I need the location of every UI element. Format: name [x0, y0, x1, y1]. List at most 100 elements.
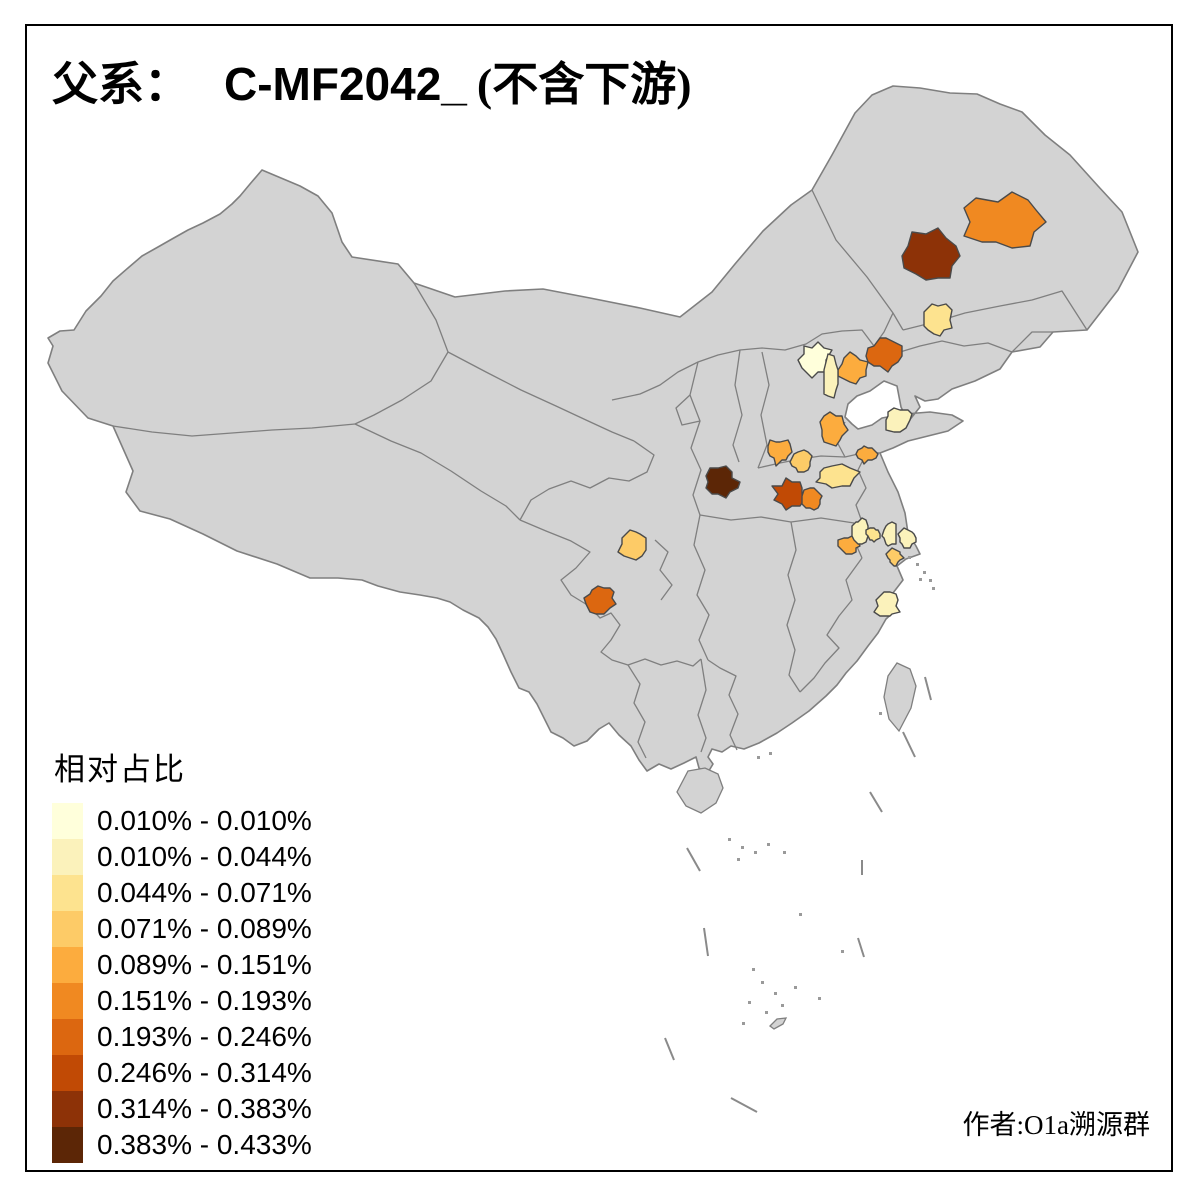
island-dash — [857, 937, 865, 958]
legend-row: 0.151% - 0.193% — [52, 983, 312, 1019]
choropleth-region-bin-2 — [851, 517, 869, 545]
island-speck — [774, 992, 777, 995]
legend-label: 0.010% - 0.010% — [97, 805, 312, 836]
choropleth-region-bin-2 — [897, 527, 917, 549]
legend-title: 相对占比 — [54, 752, 186, 787]
island-speck — [879, 712, 882, 715]
choropleth-region-bin-8 — [771, 477, 805, 511]
province-border — [354, 423, 521, 521]
province-border — [799, 557, 863, 693]
island-dash — [730, 1097, 758, 1113]
province-border — [707, 659, 739, 751]
island-dash — [703, 927, 709, 957]
province-border — [697, 658, 707, 753]
choropleth-region-bin-10 — [705, 465, 741, 499]
legend-row: 0.044% - 0.071% — [52, 875, 312, 911]
legend-swatch — [52, 1019, 83, 1055]
choropleth-region-bin-3 — [865, 527, 881, 543]
island-speck — [728, 838, 731, 841]
choropleth-region-bin-2 — [885, 407, 913, 433]
legend-swatch — [52, 803, 83, 839]
island-speck — [841, 950, 844, 953]
legend-row: 0.193% - 0.246% — [52, 1019, 312, 1055]
island-speck — [916, 563, 919, 566]
choropleth-region-bin-6 — [801, 487, 823, 511]
choropleth-region-bin-3 — [923, 303, 953, 337]
island-speck — [929, 579, 932, 582]
island-speck — [748, 1001, 751, 1004]
legend-swatch — [52, 1055, 83, 1091]
island-speck — [767, 843, 770, 846]
legend-swatch — [52, 1127, 83, 1163]
province-border — [1011, 331, 1053, 353]
choropleth-region-bin-5 — [767, 439, 793, 467]
island-dash — [664, 1037, 675, 1061]
island-speck — [737, 858, 740, 861]
legend-label: 0.193% - 0.246% — [97, 1021, 312, 1052]
legend-label: 0.383% - 0.433% — [97, 1129, 312, 1160]
island-speck — [765, 1011, 768, 1014]
mainland-china-shape — [47, 85, 1139, 775]
attribution-text: 作者:O1a溯源群 — [962, 1110, 1150, 1140]
legend-swatch — [52, 1091, 83, 1127]
province-border — [447, 351, 635, 442]
province-border — [693, 514, 710, 661]
legend-label: 0.089% - 0.151% — [97, 949, 312, 980]
choropleth-region-bin-9 — [901, 227, 961, 281]
legend-swatch — [52, 875, 83, 911]
island-speck — [781, 1004, 784, 1007]
choropleth-region-bin-7 — [865, 337, 903, 373]
island-speck — [794, 986, 797, 989]
province-border — [699, 514, 855, 524]
province-border — [611, 329, 875, 401]
legend-swatch — [52, 911, 83, 947]
legend-row: 0.246% - 0.314% — [52, 1055, 312, 1091]
legend-row: 0.010% - 0.044% — [52, 839, 312, 875]
title-suffix: (不含下游) — [476, 59, 692, 110]
island-speck — [919, 578, 922, 581]
choropleth-region-bin-5 — [819, 411, 849, 447]
island-speck — [741, 846, 744, 849]
legend-swatch — [52, 947, 83, 983]
legend-swatch — [52, 983, 83, 1019]
title-haplogroup-code: C-MF2042_ — [224, 58, 467, 110]
legend-label: 0.071% - 0.089% — [97, 913, 312, 944]
page-title: 父系： C-MF2042_ (不含下游) — [52, 58, 692, 111]
island-shape — [769, 1017, 788, 1030]
island-shape — [883, 662, 917, 733]
province-border — [354, 282, 449, 425]
island-speck — [742, 1022, 745, 1025]
island-dash — [902, 731, 916, 758]
island-dash — [924, 676, 932, 701]
legend-label: 0.314% - 0.383% — [97, 1093, 312, 1124]
island-speck — [908, 556, 911, 559]
choropleth-region-bin-4 — [617, 529, 647, 561]
choropleth-region-bin-7 — [583, 585, 617, 615]
island-speck — [818, 997, 821, 1000]
island-speck — [783, 851, 786, 854]
island-speck — [932, 587, 935, 590]
island-speck — [752, 968, 755, 971]
choropleth-region-bin-3 — [815, 463, 861, 489]
province-border — [519, 519, 702, 667]
legend-row: 0.383% - 0.433% — [52, 1127, 312, 1163]
island-dash — [686, 847, 701, 872]
legend-label: 0.151% - 0.193% — [97, 985, 312, 1016]
legend: 相对占比 0.010% - 0.010% 0.010% - 0.044% 0.044… — [52, 744, 312, 1163]
legend-label: 0.246% - 0.314% — [97, 1057, 312, 1088]
choropleth-region-bin-1 — [797, 341, 833, 379]
choropleth-region-bin-4 — [789, 449, 813, 473]
legend-label: 0.044% - 0.071% — [97, 877, 312, 908]
island-shape — [676, 767, 724, 814]
legend-swatch — [52, 839, 83, 875]
choropleth-region-bin-6 — [963, 191, 1047, 249]
choropleth-region-bin-4 — [885, 547, 905, 567]
province-border — [811, 189, 904, 331]
choropleth-region-bin-2 — [823, 353, 839, 399]
province-border — [732, 349, 743, 463]
province-border — [675, 394, 701, 426]
province-border — [786, 521, 801, 693]
legend-row: 0.010% - 0.010% — [52, 803, 312, 839]
legend-row: 0.089% - 0.151% — [52, 947, 312, 983]
